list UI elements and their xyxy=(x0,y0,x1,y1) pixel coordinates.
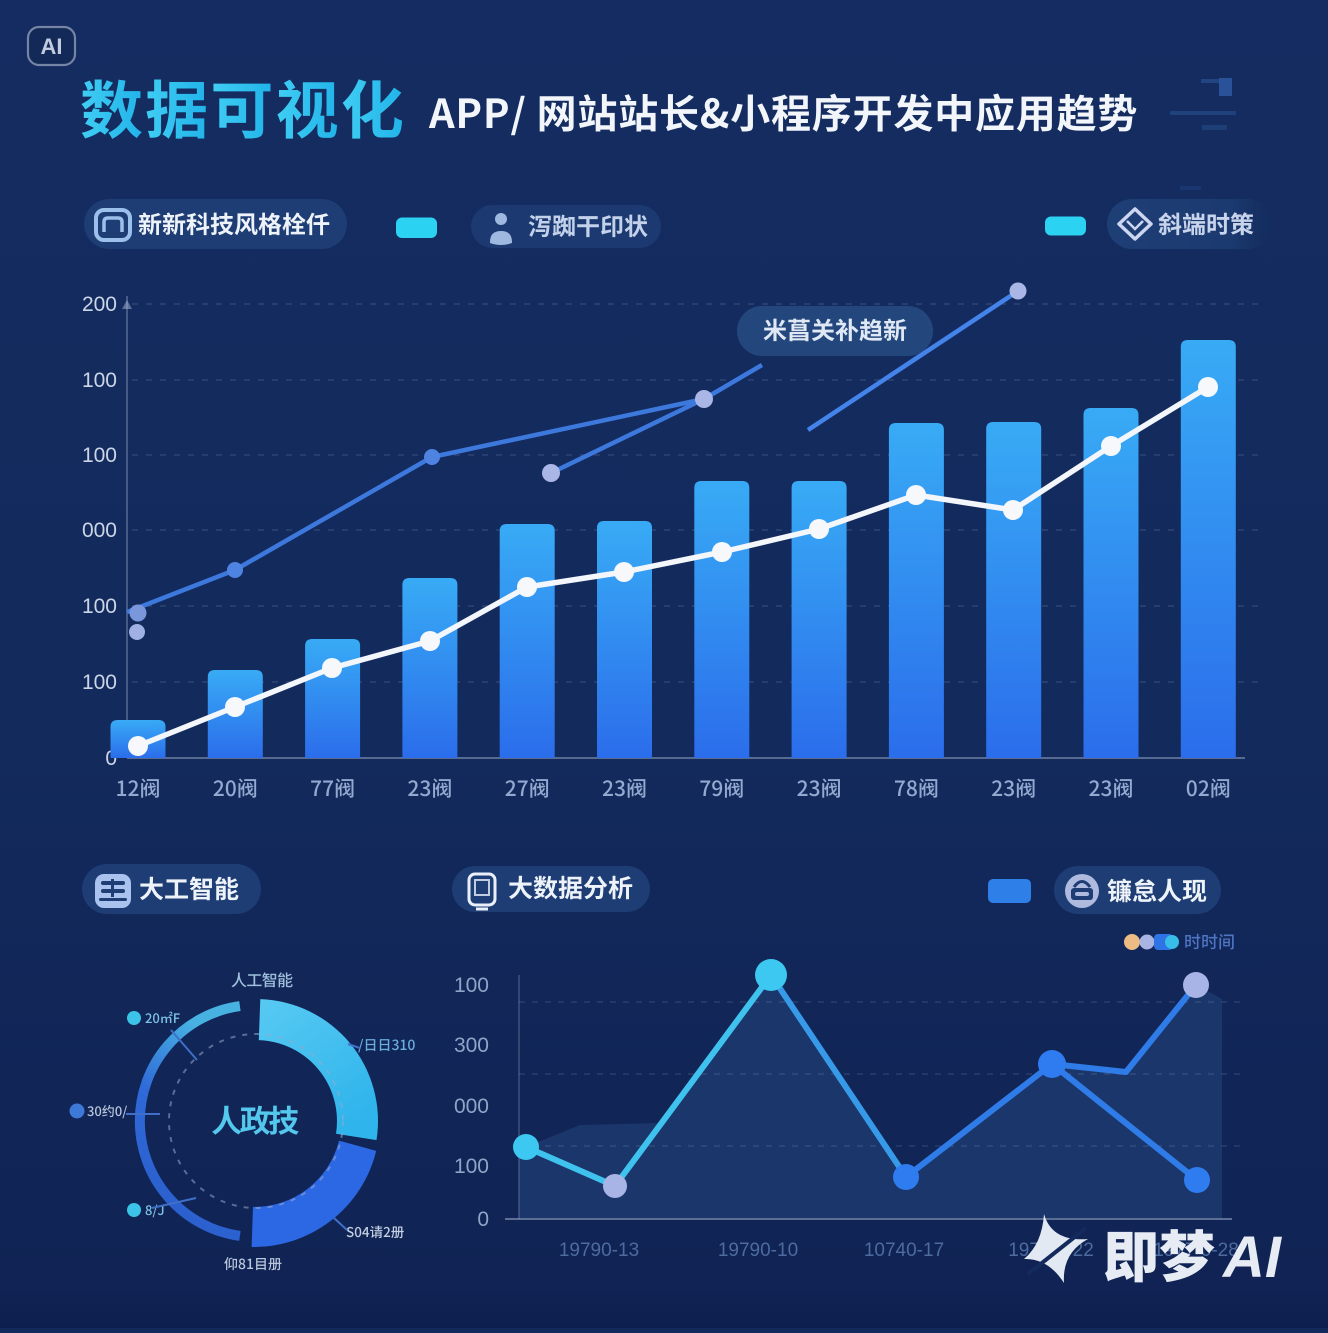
svg-text:100: 100 xyxy=(82,444,117,467)
svg-text:300: 300 xyxy=(454,1034,489,1057)
svg-text:200: 200 xyxy=(82,293,117,316)
svg-text:AI: AI xyxy=(41,34,63,59)
svg-text:AI: AI xyxy=(1221,1225,1283,1290)
svg-text:19790-10: 19790-10 xyxy=(718,1240,798,1261)
svg-text:000: 000 xyxy=(454,1095,489,1118)
svg-text:19790-13: 19790-13 xyxy=(559,1240,639,1261)
svg-text:100: 100 xyxy=(82,595,117,618)
svg-text:100: 100 xyxy=(454,1155,489,1178)
svg-text:100: 100 xyxy=(454,974,489,997)
svg-text:100: 100 xyxy=(82,369,117,392)
svg-text:0: 0 xyxy=(105,747,117,770)
svg-text:100: 100 xyxy=(82,671,117,694)
svg-text:0: 0 xyxy=(477,1208,489,1231)
svg-text:10740-17: 10740-17 xyxy=(864,1240,944,1261)
svg-text:000: 000 xyxy=(82,519,117,542)
